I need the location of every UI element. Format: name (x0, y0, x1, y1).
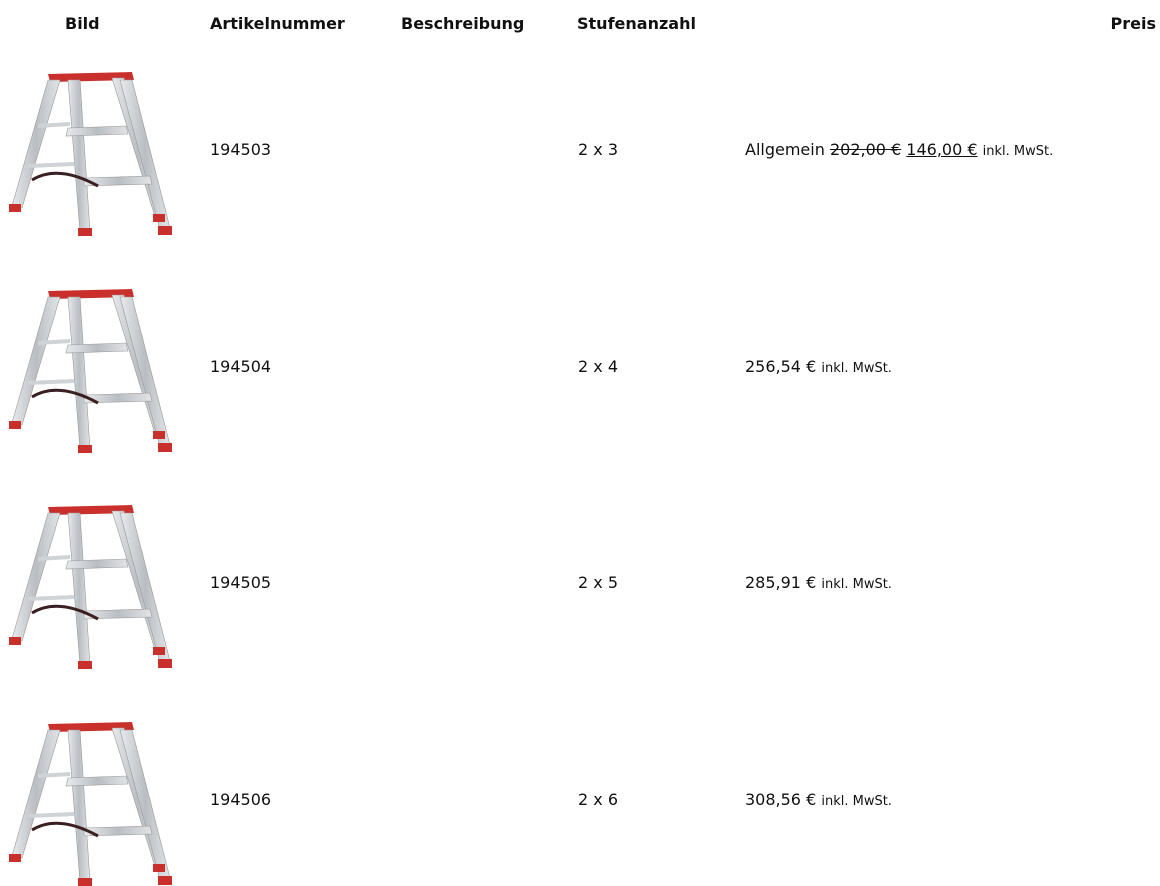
price-cell: 308,56 € inkl. MwSt. (745, 790, 892, 809)
price-cell: 256,54 € inkl. MwSt. (745, 357, 892, 376)
price: 308,56 € (745, 789, 817, 809)
header: Artikelnummer (210, 14, 345, 33)
tax-note: inkl. MwSt. (821, 793, 892, 809)
header: Beschreibung (401, 14, 525, 33)
price: 146,00 € (906, 140, 978, 159)
price-label: Allgemein (745, 140, 825, 159)
step-count: 2 x 5 (578, 573, 618, 592)
product-image (8, 718, 172, 886)
product-image (8, 501, 172, 669)
header: Bild (65, 14, 100, 33)
price: 256,54 € (745, 356, 817, 376)
product-image (8, 68, 172, 236)
article-number: 194506 (210, 789, 272, 809)
old-price: 202,00 € (829, 140, 902, 159)
header: Stufenanzahl (577, 14, 696, 33)
price-cell: Allgemein 202,00 € 146,00 € inkl. MwSt. (745, 140, 1053, 159)
step-count: 2 x 4 (578, 356, 618, 376)
tax-note: inkl. MwSt. (821, 577, 892, 592)
product-image (8, 285, 172, 453)
tax-note: inkl. MwSt. (982, 144, 1054, 159)
article-number: 194503 (210, 140, 272, 159)
tax-note: inkl. MwSt. (821, 360, 892, 376)
step-count: 2 x 6 (578, 789, 618, 809)
header: Preis (1110, 14, 1156, 33)
step-count: 2 x 3 (578, 140, 618, 159)
article-number: 194504 (210, 356, 272, 376)
article-number: 194505 (210, 573, 272, 592)
price: 285,91 € (745, 573, 817, 592)
price-cell: 285,91 € inkl. MwSt. (745, 573, 892, 592)
